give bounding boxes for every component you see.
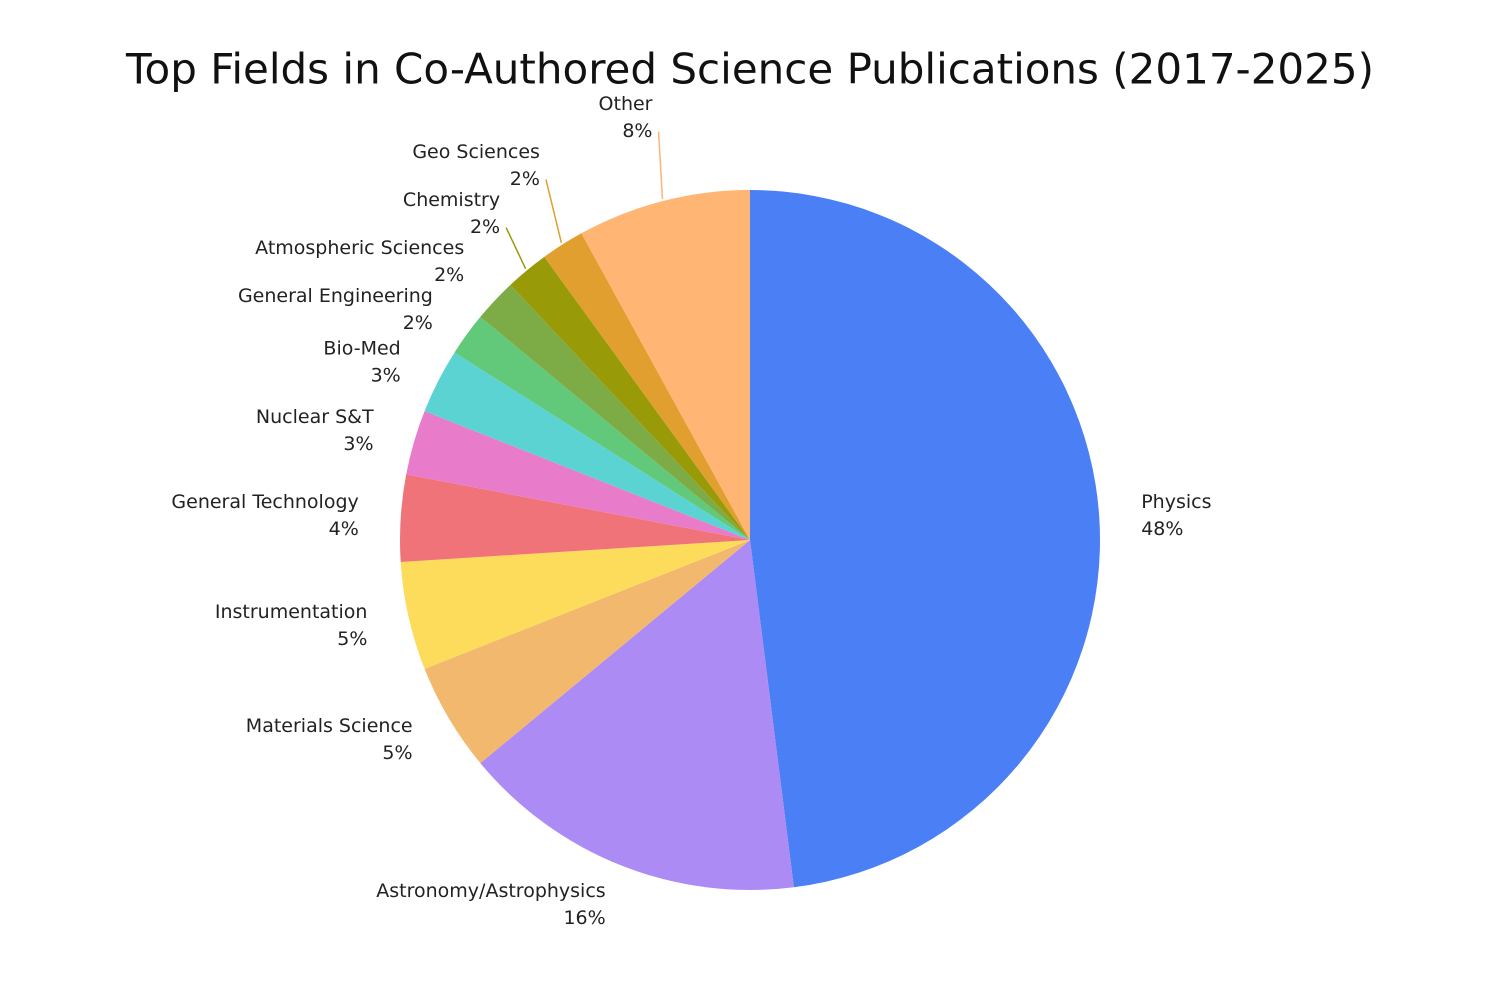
slice-value-label: 2% xyxy=(403,312,433,334)
slice-label: Chemistry xyxy=(403,189,500,211)
pie-slice xyxy=(480,284,750,540)
leader-line xyxy=(505,227,527,270)
slice-label: Geo Sciences xyxy=(412,141,540,163)
pie-slice xyxy=(424,540,750,764)
slice-label: Instrumentation xyxy=(215,601,368,623)
pie-slice xyxy=(400,474,750,562)
slice-value-label: 5% xyxy=(337,628,367,650)
slice-value-label: 3% xyxy=(371,365,401,387)
pie-slice xyxy=(454,316,750,540)
pie-slice xyxy=(480,540,794,890)
slice-label: Other xyxy=(599,93,653,115)
slice-value-label: 5% xyxy=(382,742,412,764)
pie-slice xyxy=(406,411,750,540)
slice-value-label: 2% xyxy=(470,216,500,238)
leader-line xyxy=(545,179,563,243)
slice-value-label: 2% xyxy=(434,264,464,286)
slice-label: Physics xyxy=(1141,491,1211,513)
slice-label: Atmospheric Sciences xyxy=(255,237,464,259)
slice-label: Bio-Med xyxy=(323,338,400,360)
slice-label: General Engineering xyxy=(238,285,433,307)
slice-label: General Technology xyxy=(171,491,358,513)
slice-label: Astronomy/Astrophysics xyxy=(376,880,605,902)
slice-value-label: 8% xyxy=(622,120,652,142)
leader-line xyxy=(657,131,664,200)
pie-slice xyxy=(510,256,750,540)
pie-slice xyxy=(750,190,1101,888)
slice-value-label: 3% xyxy=(343,433,373,455)
slice-value-label: 4% xyxy=(329,518,359,540)
pie-slice xyxy=(400,540,750,669)
slice-label: Nuclear S&T xyxy=(256,406,374,428)
slice-value-label: 2% xyxy=(510,168,540,190)
chart-title: Top Fields in Co-Authored Science Public… xyxy=(125,45,1374,94)
slice-value-label: 16% xyxy=(563,907,605,929)
pie-slice xyxy=(544,233,750,540)
slice-label: Materials Science xyxy=(246,715,413,737)
pie-slice xyxy=(424,352,750,540)
slice-value-label: 48% xyxy=(1141,518,1183,540)
pie-slice xyxy=(581,190,750,540)
